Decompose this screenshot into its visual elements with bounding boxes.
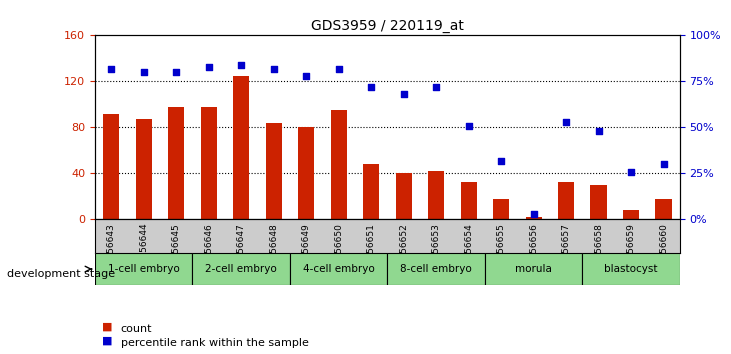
Text: GSM456654: GSM456654: [464, 223, 473, 278]
Title: GDS3959 / 220119_at: GDS3959 / 220119_at: [311, 19, 464, 33]
Text: GSM456659: GSM456659: [626, 223, 635, 278]
FancyBboxPatch shape: [583, 253, 680, 285]
Point: [366, 84, 377, 90]
Bar: [526, 217, 542, 219]
Bar: [623, 210, 639, 219]
Bar: [461, 182, 477, 219]
Text: ■: ■: [102, 321, 113, 331]
Point: [528, 211, 539, 217]
Bar: [200, 107, 217, 219]
Point: [398, 91, 409, 97]
Text: GSM456647: GSM456647: [237, 223, 246, 278]
FancyBboxPatch shape: [192, 253, 290, 285]
Point: [170, 69, 182, 75]
Point: [235, 62, 247, 68]
Text: GSM456645: GSM456645: [172, 223, 181, 278]
Bar: [103, 114, 119, 219]
Point: [203, 64, 215, 69]
Point: [300, 73, 312, 79]
Point: [105, 66, 117, 72]
Bar: [558, 182, 575, 219]
Text: GSM456655: GSM456655: [496, 223, 506, 278]
Text: blastocyst: blastocyst: [605, 264, 658, 274]
Point: [333, 66, 344, 72]
Bar: [363, 164, 379, 219]
Text: GSM456648: GSM456648: [269, 223, 279, 278]
Text: ■: ■: [102, 335, 113, 346]
Text: GSM456646: GSM456646: [204, 223, 213, 278]
Text: GSM456656: GSM456656: [529, 223, 538, 278]
Point: [593, 128, 605, 134]
Bar: [591, 185, 607, 219]
Text: 8-cell embryo: 8-cell embryo: [401, 264, 472, 274]
Point: [431, 84, 442, 90]
Point: [268, 66, 279, 72]
Text: GSM456660: GSM456660: [659, 223, 668, 278]
Point: [625, 169, 637, 175]
Bar: [265, 123, 282, 219]
Text: GSM456652: GSM456652: [399, 223, 408, 278]
Bar: [428, 171, 444, 219]
Text: morula: morula: [515, 264, 552, 274]
Text: GSM456653: GSM456653: [432, 223, 441, 278]
Text: development stage: development stage: [7, 269, 115, 279]
Text: GSM456658: GSM456658: [594, 223, 603, 278]
Text: 1-cell embryo: 1-cell embryo: [108, 264, 180, 274]
Text: GSM456643: GSM456643: [107, 223, 115, 278]
FancyBboxPatch shape: [95, 253, 192, 285]
Bar: [298, 127, 314, 219]
Bar: [395, 173, 412, 219]
Bar: [493, 199, 510, 219]
Point: [496, 158, 507, 164]
Bar: [330, 110, 346, 219]
Point: [138, 69, 150, 75]
Text: 2-cell embryo: 2-cell embryo: [205, 264, 277, 274]
Point: [463, 123, 474, 129]
Text: GSM456651: GSM456651: [367, 223, 376, 278]
FancyBboxPatch shape: [387, 253, 485, 285]
Point: [658, 161, 670, 167]
Text: GSM456650: GSM456650: [334, 223, 343, 278]
Bar: [168, 107, 184, 219]
Bar: [656, 199, 672, 219]
Text: percentile rank within the sample: percentile rank within the sample: [121, 338, 308, 348]
FancyBboxPatch shape: [290, 253, 387, 285]
Bar: [233, 76, 249, 219]
FancyBboxPatch shape: [485, 253, 583, 285]
Point: [560, 119, 572, 125]
Text: GSM456644: GSM456644: [140, 223, 148, 278]
Text: count: count: [121, 324, 152, 334]
Bar: [136, 119, 152, 219]
Text: GSM456649: GSM456649: [302, 223, 311, 278]
Text: GSM456657: GSM456657: [561, 223, 571, 278]
Text: 4-cell embryo: 4-cell embryo: [303, 264, 374, 274]
